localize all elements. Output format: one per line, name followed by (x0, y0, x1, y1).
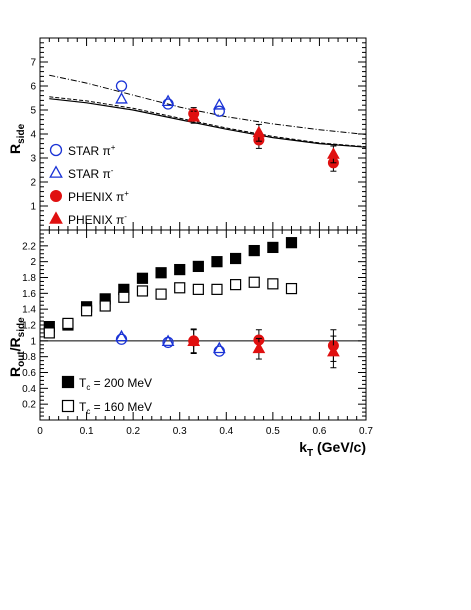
x-tick-label: 0.3 (173, 426, 187, 437)
bottom-point-filled-triangle (187, 334, 201, 347)
bottom-point-filled-square (230, 252, 242, 265)
bottom-point-open-square (80, 305, 93, 317)
top-panel-rside: 1 2 3 4 5 6 7 Rside STAR π+ STAR π- PHENIX π+ PHENI… (7, 37, 367, 231)
model-curve-solid (49, 98, 367, 148)
bottom-point-filled-square (155, 267, 167, 279)
bottom-point-open-square (118, 291, 130, 303)
y-tick-label: 1.6 (22, 289, 36, 300)
top-point-open-triangle (115, 92, 128, 104)
bottom-point-open-square (285, 282, 298, 295)
bottom-point-filled-square (192, 260, 204, 273)
legend-marker-open-circle (49, 143, 63, 157)
bottom-point-open-square (43, 327, 55, 339)
legend-marker-open-triangle (49, 165, 63, 178)
bottom-point-filled-square (211, 256, 223, 268)
bottom-point-open-square (192, 283, 204, 295)
top-point-filled-triangle (327, 147, 340, 159)
bottom-point-filled-square (285, 237, 298, 249)
bottom-point-open-square (155, 288, 167, 300)
bottom-point-open-square (248, 276, 260, 288)
bottom-point-open-circle (115, 333, 128, 345)
x-axis-title: kT (GeV/c) (299, 439, 366, 459)
y-tick-label: 2 (30, 178, 36, 189)
bottom-point-open-square (211, 283, 223, 295)
top-point-open-triangle (161, 94, 175, 106)
model-curve-dash-dot (49, 74, 367, 135)
bottom-point-open-square (230, 279, 242, 291)
bottom-y-axis-title: Rout/Rside (7, 317, 27, 377)
bottom-point-open-square (99, 300, 111, 312)
bottom-point-filled-square (136, 272, 149, 284)
top-point-open-triangle (212, 98, 226, 110)
top-point-filled-triangle (252, 125, 266, 138)
y-tick-label: 0.2 (22, 400, 36, 411)
bottom-point-open-square (174, 282, 186, 294)
legend-marker-filled-square (61, 375, 75, 389)
legend-label: Tc = 160 MeV (79, 400, 152, 416)
y-tick-label: 0.6 (22, 368, 36, 379)
y-tick-label: 2 (30, 257, 36, 268)
bottom-point-open-triangle (212, 341, 226, 354)
y-tick-label: 1.4 (22, 305, 36, 316)
bottom-point-filled-triangle (327, 344, 340, 357)
y-tick-label: 3 (30, 154, 36, 165)
y-tick-label: 1.2 (22, 321, 36, 332)
bottom-point-filled-square (174, 263, 186, 276)
legend-marker-filled-circle (50, 190, 62, 202)
x-tick-label: 0 (37, 426, 43, 437)
y-tick-label: 1 (30, 336, 36, 347)
legend-label: STAR π+ (68, 143, 116, 158)
y-tick-label: 5 (30, 106, 36, 117)
x-tick-label: 0.6 (312, 426, 326, 437)
bottom-point-open-circle (162, 336, 174, 349)
bottom-point-open-triangle (161, 334, 175, 347)
y-tick-label: 6 (30, 82, 36, 93)
bottom-point-open-circle (213, 345, 225, 357)
y-tick-label: 1.8 (22, 273, 36, 284)
x-tick-label: 0.1 (80, 426, 94, 437)
y-tick-label: 0.4 (22, 384, 36, 395)
y-tick-label: 0.8 (22, 352, 36, 363)
legend-label: PHENIX π+ (68, 189, 129, 204)
top-point-filled-triangle (187, 110, 201, 122)
legend-label: Tc = 200 MeV (79, 376, 152, 392)
x-tick-label: 0.2 (126, 426, 140, 437)
legend-marker-open-square (61, 399, 75, 413)
top-y-axis-title: Rside (7, 123, 27, 154)
bottom-point-filled-square (267, 241, 279, 254)
bottom-point-open-triangle (115, 329, 128, 342)
top-point-open-circle (115, 80, 128, 92)
x-tick-label: 0.4 (219, 426, 233, 437)
model-curve-dashed (49, 96, 367, 148)
y-tick-label: 2.2 (22, 241, 36, 252)
bottom-point-filled-triangle (252, 341, 266, 354)
bottom-point-filled-square (248, 244, 260, 257)
y-tick-label: 7 (30, 58, 36, 69)
bottom-point-open-square (267, 278, 279, 290)
x-tick-label: 0.7 (359, 426, 373, 437)
legend-marker-filled-triangle (49, 211, 63, 224)
y-tick-label: 1 (30, 202, 36, 213)
bottom-panel-ratio: 0 0.1 0.2 0.3 0.4 0.5 0.6 0.7 0.2 0.4 0.6 0.8 1 1.2 1.… (7, 229, 373, 459)
x-tick-label: 0.5 (266, 426, 280, 437)
legend-label: STAR π- (68, 166, 114, 181)
bottom-point-open-square (136, 285, 149, 297)
legend-label: PHENIX π- (68, 212, 127, 227)
bottom-point-open-square (62, 317, 74, 330)
y-tick-label: 4 (30, 130, 36, 141)
top-point-open-circle (213, 105, 225, 117)
